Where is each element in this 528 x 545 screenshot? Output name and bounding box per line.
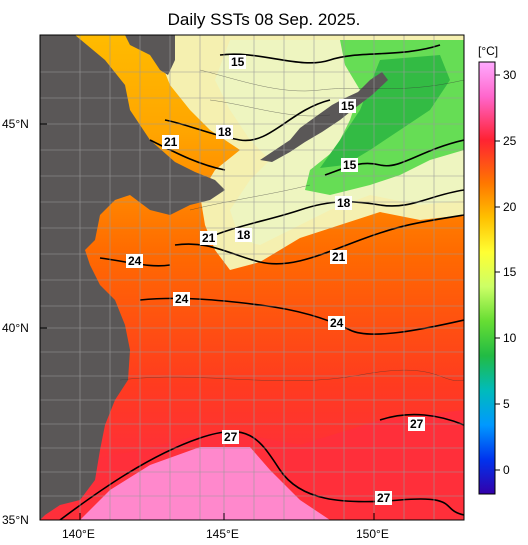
isotherm-label-24-mid: 24 <box>173 292 191 306</box>
colorbar-tick-25: 25 <box>503 134 517 148</box>
colorbar-unit: [°C] <box>478 44 499 58</box>
isotherm-label-24-east: 24 <box>328 316 346 330</box>
colorbar-tick-5: 5 <box>503 397 510 411</box>
lat-label-45: 45°N <box>2 117 29 131</box>
map-title: Daily SSTs 08 Sep. 2025. <box>167 10 361 29</box>
land-kuril-islands <box>260 72 388 162</box>
lat-label-35: 35°N <box>2 513 29 527</box>
axis-ticks <box>40 123 375 520</box>
colorbar <box>478 61 496 495</box>
land-hokkaido-honshu <box>40 35 225 520</box>
kuroshio-pink <box>80 447 330 520</box>
colorbar-tick-20: 20 <box>503 200 517 214</box>
isotherm-18-north <box>164 99 331 142</box>
lon-label-145: 145°E <box>206 527 239 541</box>
colorbar-tick-30: 30 <box>503 68 517 82</box>
colorbar-tick-10: 10 <box>503 331 517 345</box>
isotherm-label-18-south: 18 <box>235 228 253 242</box>
map-frame <box>39 34 465 521</box>
colorbar-tick-15: 15 <box>503 265 517 279</box>
isotherm-27-east <box>379 413 464 426</box>
isotherm-label-21-west: 21 <box>200 231 218 245</box>
isotherm-24-mid <box>139 297 464 335</box>
isotherm-label-27-east: 27 <box>408 417 426 431</box>
lat-label-40: 40°N <box>2 321 29 335</box>
isotherm-label-15-kuril: 15 <box>339 99 357 113</box>
isotherm-label-15-north: 15 <box>229 55 247 69</box>
colorbar-ticks <box>495 74 500 471</box>
isotherm-label-21-east: 21 <box>330 250 348 264</box>
isotherm-21-south <box>174 214 464 265</box>
thin-isotherms <box>119 69 464 382</box>
lon-label-150: 150°E <box>356 527 389 541</box>
isotherm-label-15-east: 15 <box>341 158 359 172</box>
isotherm-label-27-south: 27 <box>222 430 240 444</box>
isotherm-label-21-north: 21 <box>162 135 180 149</box>
colorbar-tick-0: 0 <box>503 463 510 477</box>
lon-label-140: 140°E <box>62 527 95 541</box>
isotherm-label-18-okhotsk: 18 <box>216 125 234 139</box>
graticule <box>40 35 464 520</box>
green-cold-core <box>320 55 450 168</box>
isotherm-21-north <box>149 139 226 171</box>
isotherm-label-24-west: 24 <box>126 254 144 268</box>
isotherm-label-18-mid: 18 <box>335 196 353 210</box>
land-sakhalin <box>125 35 175 75</box>
isotherm-27-south <box>59 430 464 520</box>
isotherm-label-27-southeast: 27 <box>375 491 393 505</box>
